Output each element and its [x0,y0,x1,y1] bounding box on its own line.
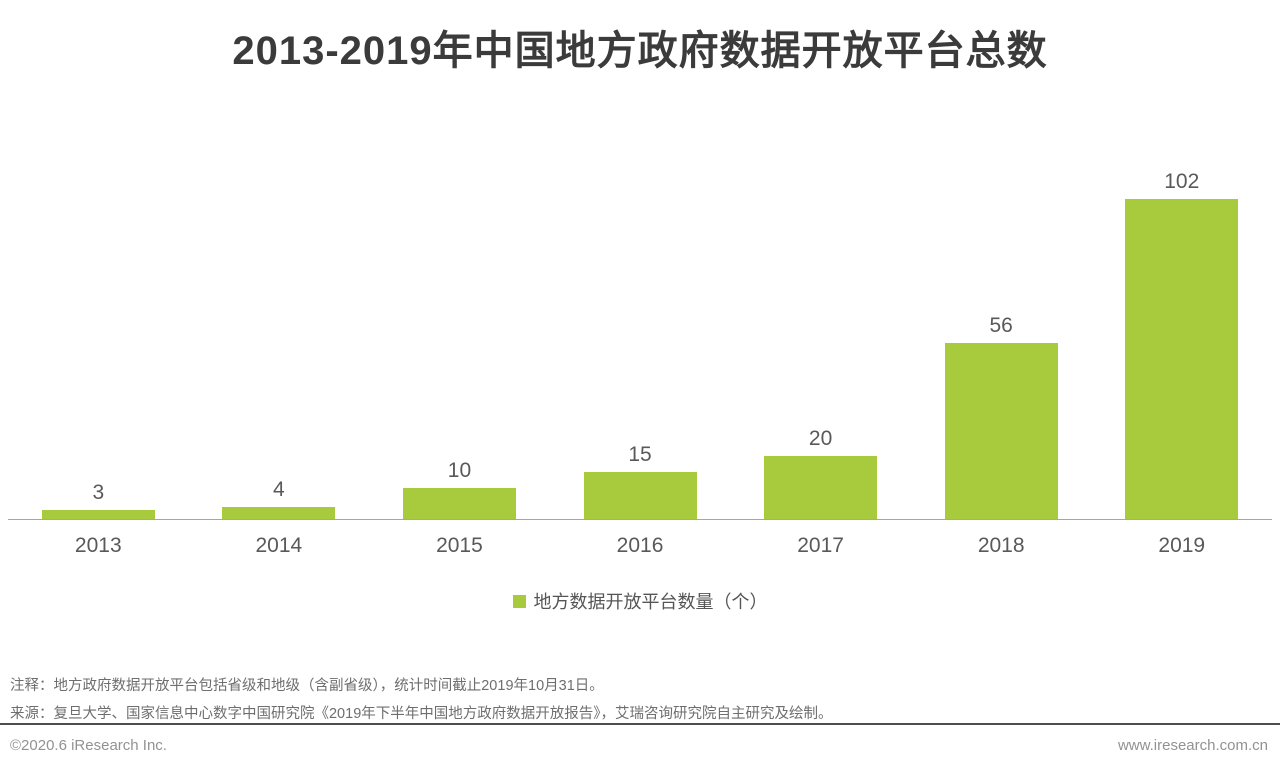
x-tick-label: 2018 [977,534,1025,557]
x-tick-label: 2013 [74,534,122,557]
chart-title: 2013-2019年中国地方政府数据开放平台总数 [232,29,1048,73]
legend-swatch-icon [512,594,526,608]
bar-column: 20 [730,427,911,519]
legend: 地方数据开放平台数量（个） [0,588,1280,614]
bar-chart: 3 4 10 15 20 56 102 2013 2014 2015 2016 2017 2018 20… [8,168,1272,558]
bar-value-label: 56 [989,314,1013,338]
note-annotation: 注释：地方政府数据开放平台包括省级和地级（含副省级），统计时间截止2019年10… [10,678,604,694]
bar-value-label: 10 [447,458,472,482]
footer-copyright: ©2020.6 iResearch Inc. [10,737,167,754]
bar-column: 102 [1091,170,1272,519]
bar [764,456,878,519]
bar [402,487,516,519]
bar-column: 3 [8,481,189,519]
footer-separator [0,723,1280,725]
x-tick-label: 2015 [436,534,483,557]
bar-column: 10 [369,459,550,519]
legend-label: 地方数据开放平台数量（个） [533,592,768,612]
bar-column: 56 [911,314,1092,519]
footer: ©2020.6 iResearch Inc. www.iresearch.com… [0,737,1280,754]
bar-value-label: 102 [1164,170,1200,193]
x-tick-label: 2017 [797,534,844,557]
bar [41,509,155,519]
footer-website: www.iresearch.com.cn [1117,737,1268,754]
bar [1125,199,1239,519]
note-source: 来源：复旦大学、国家信息中心数字中国研究院《2019年下半年中国地方政府数据开放… [10,706,833,722]
x-tick-label: 2016 [616,534,664,557]
bar-value-label: 15 [628,442,652,466]
plot-area: 3 4 10 15 20 56 102 [8,168,1272,520]
bar-value-label: 3 [92,480,105,504]
x-axis-labels: 2013 2014 2015 2016 2017 2018 2019 [8,520,1272,558]
x-tick-label: 2014 [255,534,303,557]
x-tick-label: 2019 [1158,534,1206,557]
bar-column: 15 [550,443,731,519]
notes-block: 注释：地方政府数据开放平台包括省级和地级（含副省级），统计时间截止2019年10… [10,672,833,728]
bar-value-label: 20 [808,427,833,451]
bar [583,471,697,519]
bar [222,506,336,519]
bar-value-label: 4 [273,477,285,501]
bar [944,343,1058,519]
bar-column: 4 [189,477,370,519]
